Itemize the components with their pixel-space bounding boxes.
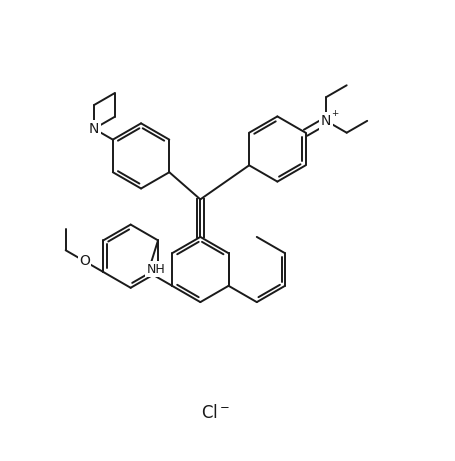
Text: $^+$: $^+$ — [330, 109, 340, 123]
Text: N: N — [89, 122, 99, 136]
Text: Cl$^-$: Cl$^-$ — [201, 404, 230, 422]
Text: N: N — [321, 114, 331, 128]
Text: NH: NH — [147, 262, 166, 276]
Text: O: O — [79, 254, 90, 268]
